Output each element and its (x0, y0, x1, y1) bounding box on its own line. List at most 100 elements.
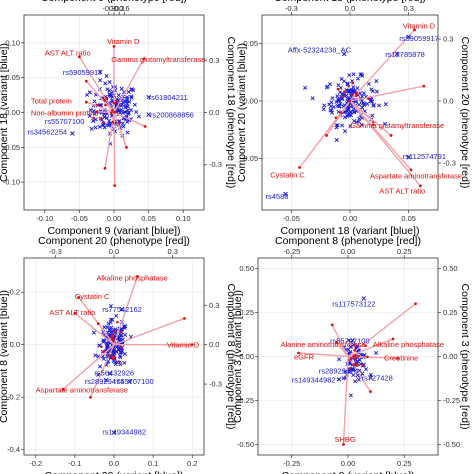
right-tick-label: 0.0 (209, 340, 219, 349)
variant-point (118, 362, 123, 367)
phenotype-point (348, 367, 351, 370)
top-tick-label: -0.3 (102, 4, 115, 13)
phenotype-point (366, 355, 369, 359)
phenotype-point (99, 117, 103, 120)
phenotype-point (102, 121, 105, 124)
variant-point (345, 109, 350, 114)
phenotype-point (110, 111, 113, 115)
variant-point (336, 98, 341, 103)
phenotype-point (125, 145, 128, 149)
variant-point (89, 126, 94, 131)
variant-point (103, 81, 108, 86)
x-tick-label: 0.05 (401, 214, 416, 223)
x-tick-label: 0.0 (109, 459, 119, 468)
variant-point (105, 344, 110, 349)
phenotype-label: Cystatin C (270, 170, 305, 179)
variant-point (355, 86, 360, 91)
variant-point (129, 94, 134, 99)
variant-point (336, 83, 341, 88)
panel-1: rs59059917 rs61804211 rs200868856 rs5570710… (0, 0, 237, 237)
phenotype-point (343, 90, 346, 94)
variant-point (136, 114, 141, 119)
variant-point (351, 72, 356, 77)
phenotype-point (351, 81, 355, 85)
variant-point (361, 296, 367, 301)
variant-point (360, 94, 365, 99)
variant-label: rs149344982 (292, 375, 336, 384)
phenotype-point (113, 329, 116, 333)
x-axis-title: Component 20 (variant [blue]) (45, 470, 184, 474)
phenotype-arrow (78, 56, 115, 113)
variant-point (96, 372, 101, 377)
phenotype-point (118, 360, 121, 364)
x-tick-label: 0.25 (397, 459, 412, 468)
variant-label: rs117573122 (332, 300, 375, 309)
variant-point (335, 93, 340, 99)
phenotype-point (120, 330, 123, 334)
variant-label: rs34562254 (27, 127, 67, 136)
x-axis-title: Component 18 (variant [blue]) (281, 225, 420, 237)
x-axis-title: Component 9 (variant [blue]) (47, 225, 180, 237)
phenotype-point (142, 57, 146, 61)
variant-point (123, 110, 128, 115)
y-axis-title: Component 20 (variant [blue]) (236, 43, 248, 182)
variant-point (334, 125, 339, 130)
variant-point (351, 84, 356, 89)
phenotype-arrow (349, 29, 416, 102)
phenotype-arrow (331, 324, 349, 357)
variant-point (353, 379, 358, 384)
variant-point (101, 123, 106, 128)
variant-point (111, 359, 116, 364)
x-tick-label: 0.00 (343, 214, 358, 223)
variant-point (337, 104, 342, 109)
variant-point (125, 130, 130, 135)
phenotype-label: Vitamin D (167, 341, 200, 350)
top-tick-label: -0.25 (283, 247, 300, 256)
phenotype-point (334, 116, 338, 119)
phenotype-point (95, 110, 99, 114)
phenotype-point (103, 99, 106, 102)
variant-point (383, 102, 388, 107)
variant-label: rs112574791 (403, 152, 446, 161)
variant-point (359, 122, 364, 127)
variant-point (310, 96, 315, 101)
variant-point (364, 367, 369, 372)
phenotype-label: Non-albumin protein (31, 109, 99, 118)
phenotype-point (371, 123, 375, 126)
phenotype-point (116, 320, 119, 324)
x-axis-title: Component 8 (variant [blue]) (281, 470, 414, 474)
phenotype-label: Gamma glutamyltransferase (111, 55, 205, 64)
variant-point (107, 371, 113, 376)
phenotype-label: Aspartate aminotransferase (370, 172, 462, 181)
phenotype-point (389, 134, 393, 137)
variant-point (331, 105, 336, 110)
panel-2: rs59059917 Affx-52324238_AC rs12785878 rs11… (236, 0, 471, 237)
y-tick-label: 0.00 (243, 97, 258, 106)
phenotype-point (61, 387, 65, 391)
y-tick-label: -0.10 (3, 178, 20, 187)
variant-point (394, 51, 400, 57)
phenotype-label: Alkaline phosphatase (96, 274, 167, 283)
phenotype-point (96, 103, 99, 107)
right-axis-title: Component 18 (phenotype [red]) (225, 37, 237, 189)
phenotype-point (330, 323, 334, 327)
right-axis-title: Component 3 (phenotype [red]) (459, 284, 471, 430)
phenotype-arrow (89, 344, 115, 398)
variant-point (360, 100, 365, 106)
variant-point (322, 103, 327, 108)
variant-point (340, 123, 345, 128)
variant-point (406, 34, 411, 40)
variant-point (109, 93, 114, 98)
phenotype-point (102, 350, 105, 353)
variant-point (406, 154, 411, 160)
variant-point (342, 115, 347, 120)
phenotype-point (113, 356, 117, 360)
x-tick-label: -0.2 (29, 459, 42, 468)
variant-point (327, 102, 332, 107)
variant-point (118, 355, 123, 360)
variant-label: rs12785878 (385, 50, 425, 59)
variant-point (337, 98, 342, 103)
phenotype-point (110, 336, 114, 340)
phenotype-point (110, 333, 114, 337)
